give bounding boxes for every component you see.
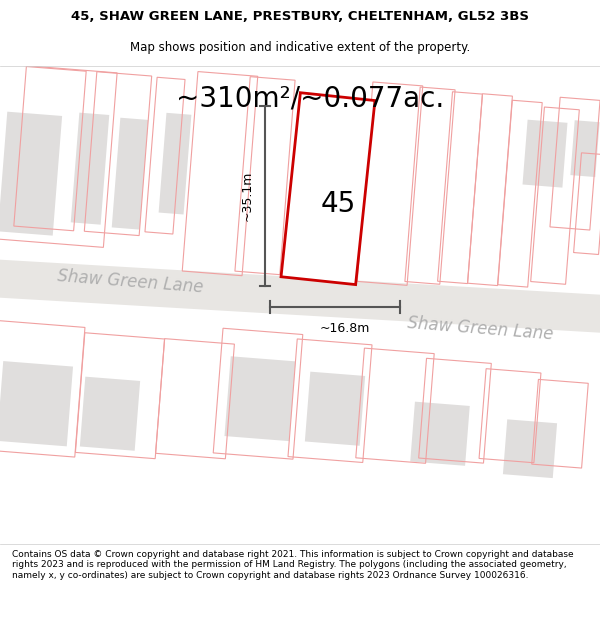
Text: Shaw Green Lane: Shaw Green Lane	[406, 314, 554, 343]
Polygon shape	[158, 112, 191, 214]
Polygon shape	[112, 118, 148, 229]
Polygon shape	[0, 361, 73, 446]
Text: 45: 45	[320, 189, 356, 218]
Polygon shape	[0, 259, 600, 332]
Text: Map shows position and indicative extent of the property.: Map shows position and indicative extent…	[130, 41, 470, 54]
Polygon shape	[0, 112, 62, 236]
Polygon shape	[71, 112, 109, 224]
Text: ~35.1m: ~35.1m	[241, 171, 254, 221]
Polygon shape	[523, 119, 568, 188]
Polygon shape	[224, 356, 296, 441]
Polygon shape	[503, 419, 557, 478]
Text: 45, SHAW GREEN LANE, PRESTBURY, CHELTENHAM, GL52 3BS: 45, SHAW GREEN LANE, PRESTBURY, CHELTENH…	[71, 10, 529, 23]
Text: Shaw Green Lane: Shaw Green Lane	[56, 267, 203, 296]
Polygon shape	[571, 120, 599, 177]
Text: Contains OS data © Crown copyright and database right 2021. This information is : Contains OS data © Crown copyright and d…	[12, 550, 574, 580]
Polygon shape	[80, 377, 140, 451]
Polygon shape	[410, 402, 470, 466]
Text: ~16.8m: ~16.8m	[320, 322, 370, 335]
Polygon shape	[305, 372, 365, 446]
Polygon shape	[281, 92, 375, 284]
Text: ~310m²/~0.077ac.: ~310m²/~0.077ac.	[176, 84, 444, 112]
